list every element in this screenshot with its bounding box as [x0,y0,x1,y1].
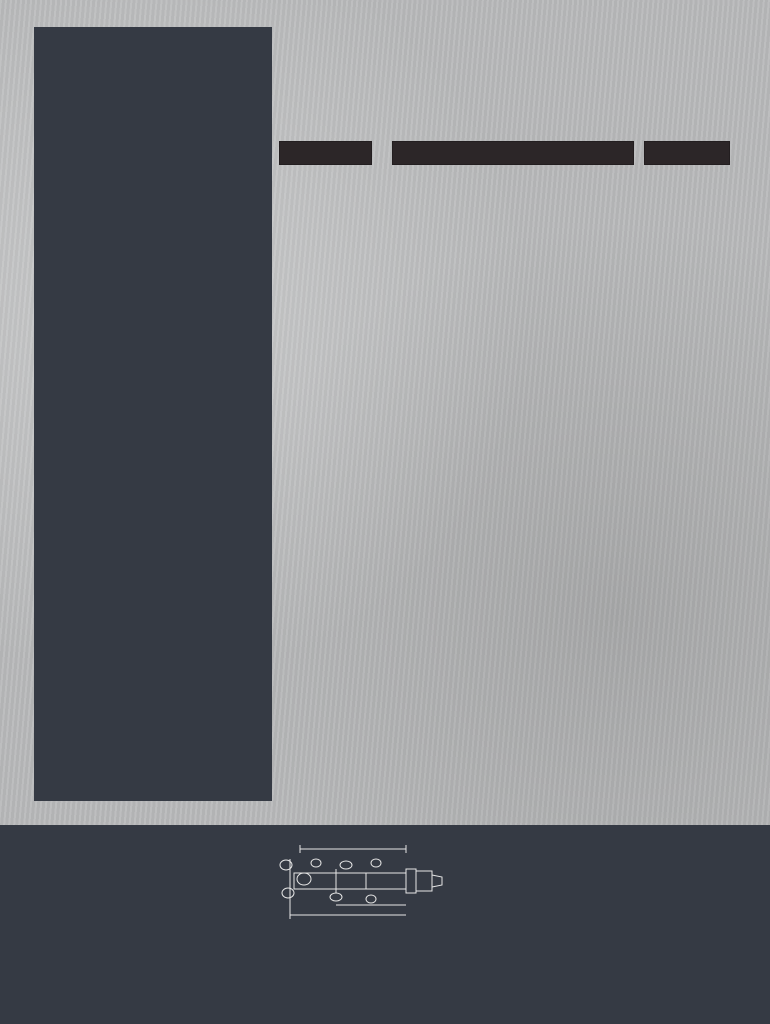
section-embedment-depths [276,833,494,927]
info-band [0,825,770,1024]
section-tensile-loads [34,833,252,839]
group-label-concrete [279,141,372,165]
section-edge-distance [516,833,734,839]
anchor-embedment-diagram [279,845,443,919]
left-panel [34,27,272,801]
group-label-panel [644,141,730,165]
group-label-masonry [392,141,634,165]
